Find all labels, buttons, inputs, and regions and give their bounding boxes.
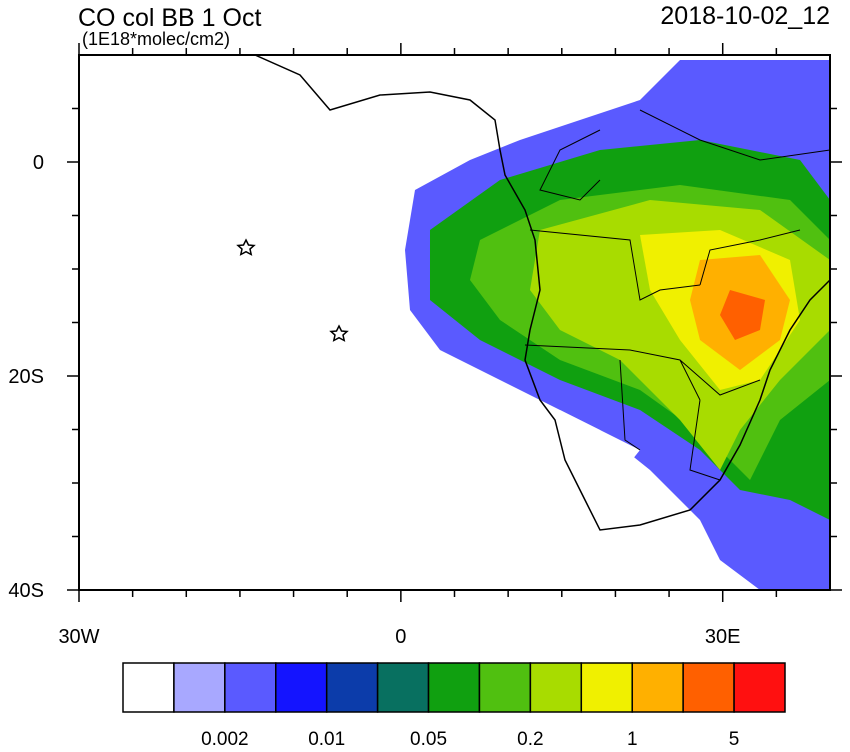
colorbar-label: 0.01 bbox=[308, 729, 345, 747]
x-tick-label: 0 bbox=[395, 626, 406, 648]
colorbar-box bbox=[224, 662, 277, 713]
colorbar-box bbox=[682, 662, 735, 713]
colorbar-box bbox=[631, 662, 684, 713]
colorbar-box bbox=[122, 662, 175, 713]
ocean-gap bbox=[560, 410, 640, 500]
y-tick-label: 40S bbox=[8, 580, 44, 602]
x-tick-label: 30W bbox=[58, 626, 99, 648]
plume-red-orange bbox=[720, 290, 765, 340]
y-tick-label: 20S bbox=[8, 366, 44, 388]
colorbar-box bbox=[325, 662, 379, 713]
colorbar-box bbox=[275, 662, 328, 713]
colorbar-box bbox=[580, 662, 633, 713]
units: (1E18*molec/cm2) bbox=[82, 29, 230, 49]
axes: 30W 0 30E 0 20S 40S bbox=[8, 43, 842, 648]
colorbar-box bbox=[529, 662, 583, 713]
colorbar-label: 5 bbox=[729, 729, 740, 747]
star-ascension bbox=[236, 238, 256, 256]
colorbar-label: 0.05 bbox=[410, 729, 447, 747]
borders bbox=[524, 109, 830, 481]
colorbar-box bbox=[173, 662, 226, 713]
colorbar: 0.002 0.01 0.05 0.2 1 5 bbox=[122, 662, 786, 750]
coastline bbox=[254, 55, 830, 531]
valid-time: 2018-10-02_12 bbox=[660, 2, 830, 30]
title: CO col BB 1 Oct bbox=[78, 4, 261, 32]
star-st-helena bbox=[329, 324, 349, 342]
y-tick-label: 0 bbox=[33, 152, 44, 174]
x-tick-label: 30E bbox=[705, 626, 741, 648]
colorbar-label: 1 bbox=[627, 729, 638, 747]
colorbar-box bbox=[427, 662, 481, 713]
plume bbox=[254, 55, 830, 590]
colorbar-box bbox=[376, 662, 430, 713]
colorbar-box bbox=[478, 662, 532, 713]
colorbar-label: 0.2 bbox=[517, 729, 543, 747]
colorbar-box bbox=[733, 662, 786, 713]
colorbar-label: 0.002 bbox=[201, 729, 249, 747]
